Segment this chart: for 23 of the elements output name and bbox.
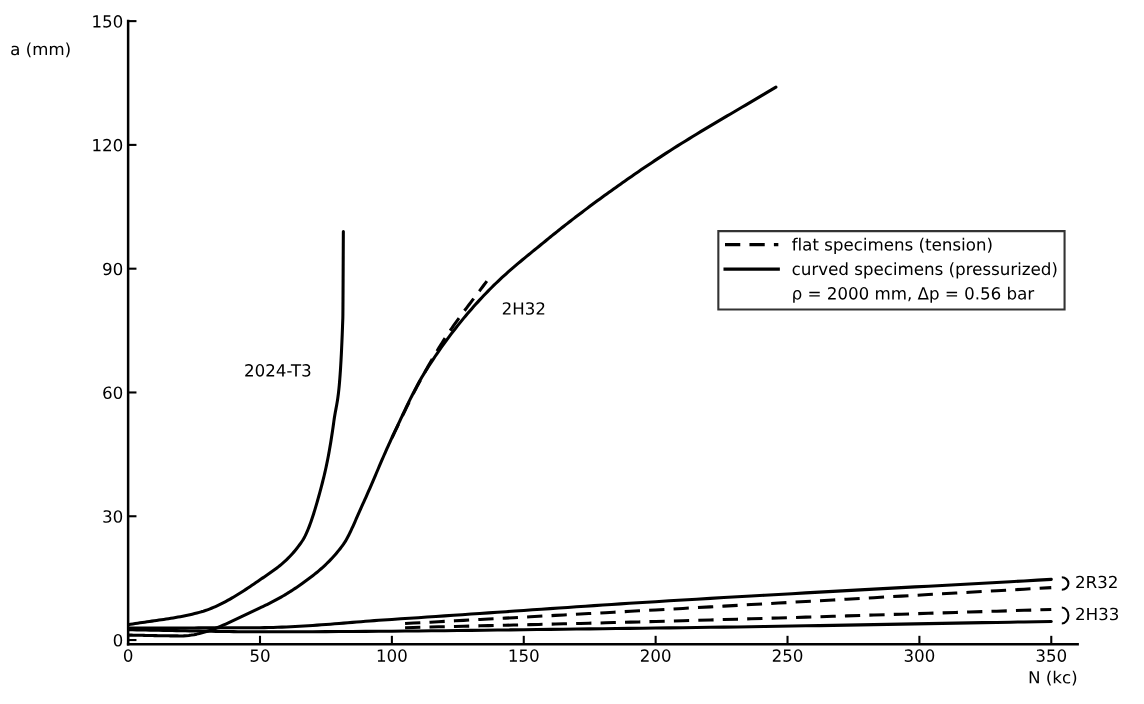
x-tick-label: 150 [509, 649, 539, 662]
annotation: curved specimens (pressurized) [792, 262, 1057, 279]
x-tick-label: 50 [250, 649, 270, 662]
series-label: 2024-T3 [245, 364, 311, 377]
series-label: 2H32 [502, 302, 545, 315]
x-tick-label: 250 [772, 649, 803, 662]
y-axis-title: a (mm) [11, 42, 70, 58]
y-tick-label: 150 [93, 15, 123, 28]
annotation: ρ = 2000 mm, Δp = 0.56 bar [793, 286, 1035, 303]
x-tick-label: 300 [904, 649, 935, 662]
x-tick-label: 100 [377, 649, 407, 662]
legend-label: 2R32 [1076, 575, 1117, 589]
y-tick-label: 60 [103, 386, 123, 400]
annotation: flat specimens (tension) [792, 237, 992, 254]
y-tick-label: 30 [103, 510, 123, 523]
x-axis-title: N (kc) [1029, 670, 1077, 686]
x-tick-label: 350 [1036, 649, 1067, 662]
y-tick-label: 120 [93, 138, 123, 152]
y-tick-label: 0 [113, 634, 123, 647]
legend-label: 2H33 [1076, 607, 1119, 621]
x-tick-label: 200 [640, 649, 671, 662]
y-tick-label: 90 [103, 262, 123, 276]
x-tick-label: 0 [123, 649, 133, 662]
